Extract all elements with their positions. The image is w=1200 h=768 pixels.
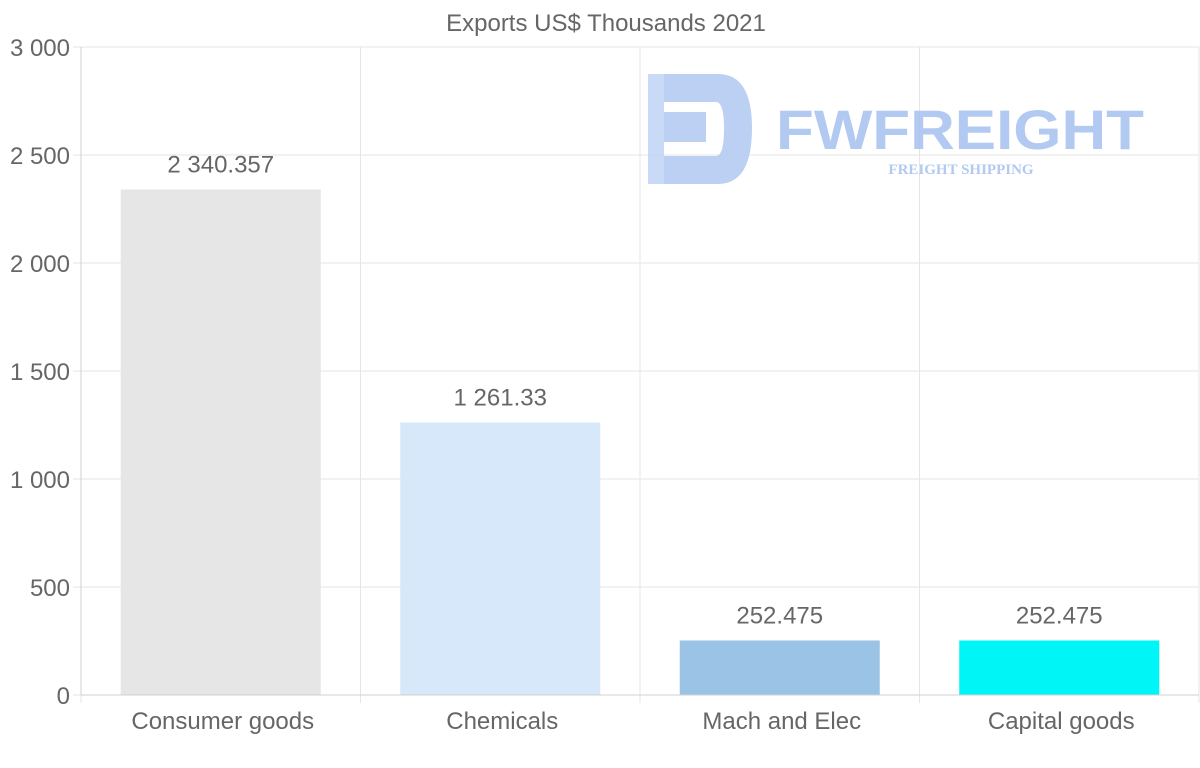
y-tick-label: 1 000 [10, 467, 70, 494]
y-tick-label: 2 500 [10, 143, 70, 170]
bar[interactable] [400, 422, 601, 695]
y-tick-label: 500 [30, 575, 70, 602]
bar-value-label: 1 261.33 [454, 385, 547, 412]
y-axis: 0 500 1 000 1 500 2 000 2 500 3 000 [10, 35, 82, 710]
x-axis: Consumer goods Chemicals Mach and Elec Capi… [81, 694, 1199, 735]
y-tick-label: 3 000 [10, 35, 70, 62]
bar[interactable] [679, 640, 880, 695]
fw-logo-icon [648, 74, 752, 184]
bar[interactable] [959, 640, 1160, 695]
watermark-tagline-text: FREIGHT SHIPPING [888, 162, 1033, 178]
bars [120, 189, 1160, 695]
bar-value-label: 252.475 [736, 602, 823, 629]
y-tick-label: 0 [57, 683, 70, 710]
x-tick-label: Consumer goods [131, 708, 314, 735]
chart-title: Exports US$ Thousands 2021 [446, 10, 766, 37]
watermark-logo: FWFREIGHT FREIGHT SHIPPING [648, 74, 1144, 184]
x-tick-label: Mach and Elec [702, 708, 861, 735]
y-tick-label: 1 500 [10, 359, 70, 386]
bar-value-label: 252.475 [1016, 602, 1103, 629]
bar-value-label: 2 340.357 [167, 151, 274, 178]
x-tick-label: Chemicals [446, 708, 558, 735]
x-tick-label: Capital goods [988, 708, 1135, 735]
watermark-brand-text: FWFREIGHT [776, 98, 1144, 161]
bar[interactable] [120, 189, 321, 695]
value-labels: 2 340.357 1 261.33 252.475 252.475 [167, 151, 1102, 629]
y-tick-label: 2 000 [10, 251, 70, 278]
